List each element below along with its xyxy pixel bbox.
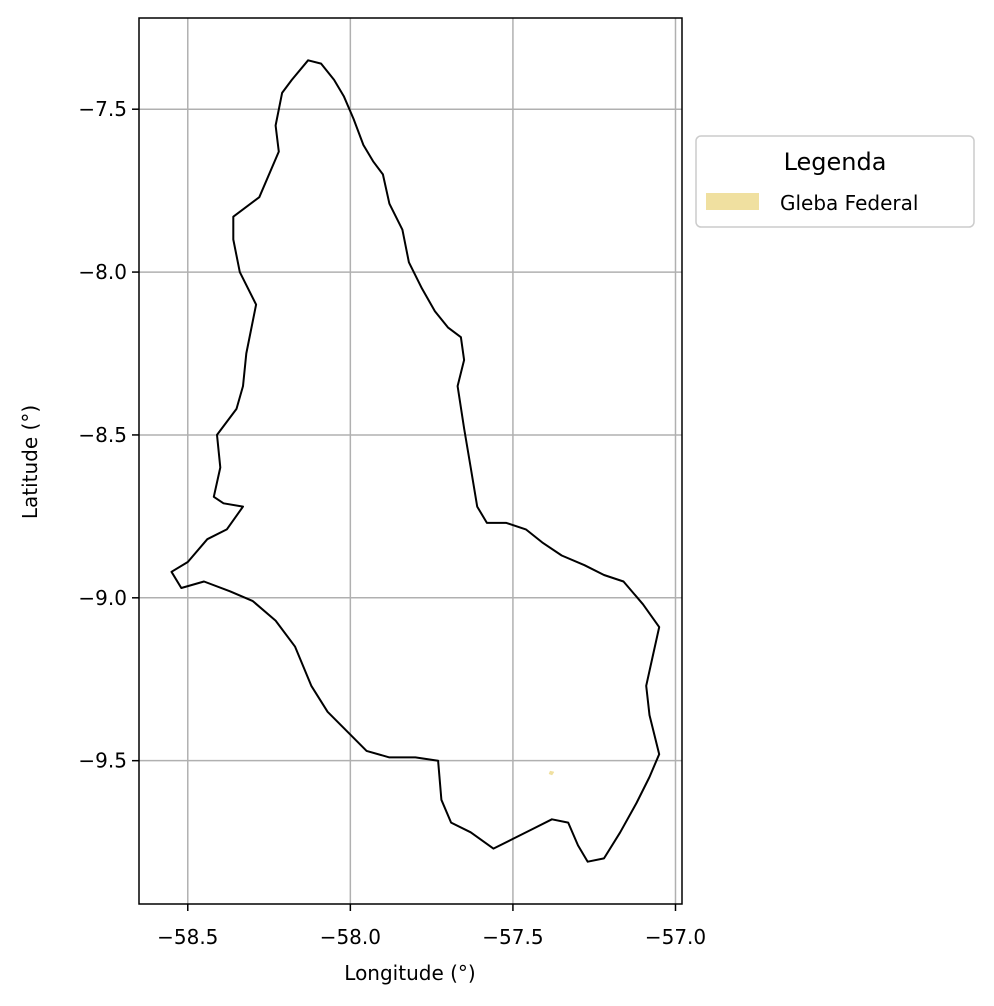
x-tick-label: −57.5 — [482, 925, 543, 949]
region-boundary — [170, 59, 661, 863]
x-tick-label: −58.5 — [157, 925, 218, 949]
y-tick-label: −8.5 — [78, 423, 127, 447]
map-layer — [170, 59, 661, 863]
gleba-federal-area — [548, 770, 555, 776]
x-tick-label: −57.0 — [645, 925, 706, 949]
y-tick-label: −7.5 — [78, 97, 127, 121]
y-tick-label: −9.5 — [78, 749, 127, 773]
ticks: −58.5 −58.0 −57.5 −57.0 −7.5 −8.0 −8.5 −9.0 −9.5 — [78, 97, 706, 949]
legend-box — [695, 135, 975, 228]
legend-title: Legenda — [784, 148, 887, 176]
y-tick-label: −8.0 — [78, 260, 127, 284]
legend-swatch-gleba-federal — [706, 193, 759, 210]
grid — [139, 18, 682, 904]
y-tick-label: −9.0 — [78, 586, 127, 610]
legend: Legenda Gleba Federal — [695, 135, 975, 228]
axes-frame — [138, 17, 683, 905]
x-tick-label: −58.0 — [320, 925, 381, 949]
y-axis-label: Latitude (°) — [18, 405, 42, 519]
legend-label-gleba-federal: Gleba Federal — [780, 191, 918, 215]
x-axis-label: Longitude (°) — [344, 961, 475, 985]
